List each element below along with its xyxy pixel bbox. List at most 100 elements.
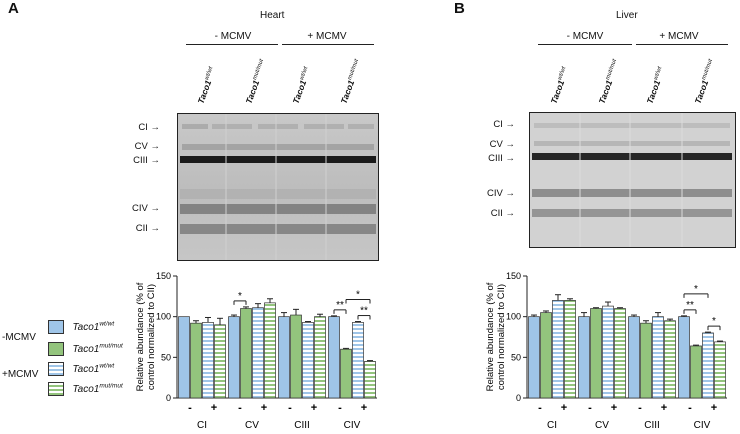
legend-label: Taco1mut/mut (72, 343, 122, 355)
bar (664, 320, 676, 399)
y-axis-label: Relative abundance (% ofcontrol normaliz… (485, 282, 507, 391)
panel-b-lane-1: Taco1wt/wt (549, 66, 571, 105)
legend-swatch (48, 381, 64, 396)
bar (652, 316, 664, 399)
bar (690, 345, 702, 399)
band-name: CI (493, 119, 503, 130)
category-label: CIII (294, 420, 310, 431)
category-label: CV (595, 420, 609, 431)
gene-label: Taco1 (72, 343, 100, 355)
mcmv-plus-tick: + (211, 402, 217, 414)
significance-marker: * (238, 291, 242, 302)
y-tick-label: 0 (166, 393, 171, 403)
panel-a-band-ciii: CIII → (133, 155, 160, 166)
legend-item-mut-plus: Taco1mut/mut (48, 380, 123, 398)
bar (328, 316, 340, 399)
mcmv-minus-tick: - (188, 402, 192, 414)
mcmv-plus-tick: + (261, 402, 267, 414)
gene-label: Taco1 (72, 321, 100, 333)
panel-a-lane-4: Taco1mut/mut (339, 58, 364, 105)
legend-label: Taco1wt/wt (72, 363, 114, 375)
panel-a-lane-1: Taco1wt/wt (196, 66, 218, 105)
panel-b-blot-image (529, 112, 736, 248)
gene-label: Taco1 (72, 383, 100, 395)
genotype-label: wt/wt (99, 320, 115, 328)
legend-label: Taco1wt/wt (72, 320, 115, 333)
panel-a-band-civ: CIV → (132, 203, 160, 214)
y-axis-label-line: Relative abundance (% of (485, 282, 496, 391)
mcmv-plus-tick: + (661, 402, 667, 414)
gene-label: Taco1 (338, 78, 357, 105)
gene-label: Taco1 (243, 78, 262, 105)
significance-marker: ** (336, 300, 344, 311)
legend-plus-mcmv-label: +MCMV (2, 369, 39, 380)
bar (714, 341, 726, 399)
bar (314, 316, 326, 399)
panel-a-band-ci: CI → (138, 122, 160, 133)
panel-a-group-minus: - MCMV (214, 31, 252, 42)
legend-item-mut-minus: Taco1mut/mut (48, 340, 123, 358)
significance-marker: ** (360, 306, 368, 317)
y-tick-label: 100 (156, 312, 171, 322)
bar (640, 322, 652, 399)
band-name: CII (490, 208, 503, 219)
bar (252, 307, 264, 399)
panel-a-band-cv: CV → (134, 141, 160, 152)
category-label: CI (547, 420, 557, 431)
panel-b-band-civ: CIV → (487, 188, 515, 199)
gene-label: Taco1 (195, 78, 214, 105)
gene-label: Taco1 (596, 78, 615, 105)
mcmv-minus-tick: - (538, 402, 542, 414)
band-name: CII (135, 223, 148, 234)
panel-a-group-minus-line (186, 44, 278, 45)
panel-a-lane-3: Taco1wt/wt (291, 66, 313, 105)
panel-b-lane-4: Taco1mut/mut (693, 58, 718, 105)
panel-b-group-minus: - MCMV (566, 31, 604, 42)
bar (228, 316, 240, 399)
panel-a-band-cii: CII → (135, 223, 160, 234)
legend-swatch (48, 341, 64, 356)
mcmv-minus-tick: - (588, 402, 592, 414)
legend-item-wt-minus: Taco1wt/wt (48, 318, 114, 336)
bar (290, 314, 302, 399)
panel-a-blot-image (177, 113, 379, 261)
bar (202, 322, 214, 399)
panel-b-band-cii: CII → (490, 208, 515, 219)
panel-b-group-plus: + MCMV (659, 31, 699, 42)
panel-a-lanes (180, 114, 376, 260)
significance-marker: ** (686, 300, 694, 311)
bar (564, 300, 576, 399)
panel-b-band-cv: CV → (489, 139, 515, 150)
legend-swatch (48, 361, 64, 376)
bar (264, 302, 276, 399)
genotype-label: wt/wt (557, 65, 568, 81)
mcmv-plus-tick: + (311, 402, 317, 414)
bar (340, 348, 352, 399)
bar (190, 322, 202, 399)
panel-a-bar-chart: Relative abundance (% ofcontrol normaliz… (135, 271, 377, 431)
y-tick-label: 150 (156, 271, 171, 281)
band-name: CV (134, 141, 148, 152)
mcmv-minus-tick: - (688, 402, 692, 414)
bar (552, 300, 564, 399)
y-tick-label: 50 (161, 352, 171, 362)
y-axis-label-line: Relative abundance (% of (135, 282, 146, 391)
significance-marker: * (694, 284, 698, 295)
gene-label: Taco1 (72, 363, 100, 375)
panel-b-group-plus-line (636, 44, 728, 45)
genotype-label: wt/wt (204, 65, 215, 81)
category-label: CIV (694, 420, 711, 431)
mcmv-plus-tick: + (611, 402, 617, 414)
gene-label: Taco1 (548, 78, 567, 105)
genotype-label: mut/mut (605, 58, 619, 81)
legend-swatch (48, 319, 64, 334)
panel-b-title: Liver (616, 10, 638, 21)
bar (302, 322, 314, 399)
bar (178, 316, 190, 399)
category-label: CIV (344, 420, 361, 431)
bar (578, 316, 590, 399)
panel-b-bar-chart: Relative abundance (% ofcontrol normaliz… (485, 271, 727, 431)
mcmv-minus-tick: - (338, 402, 342, 414)
bar (614, 308, 626, 399)
gene-label: Taco1 (692, 78, 711, 105)
